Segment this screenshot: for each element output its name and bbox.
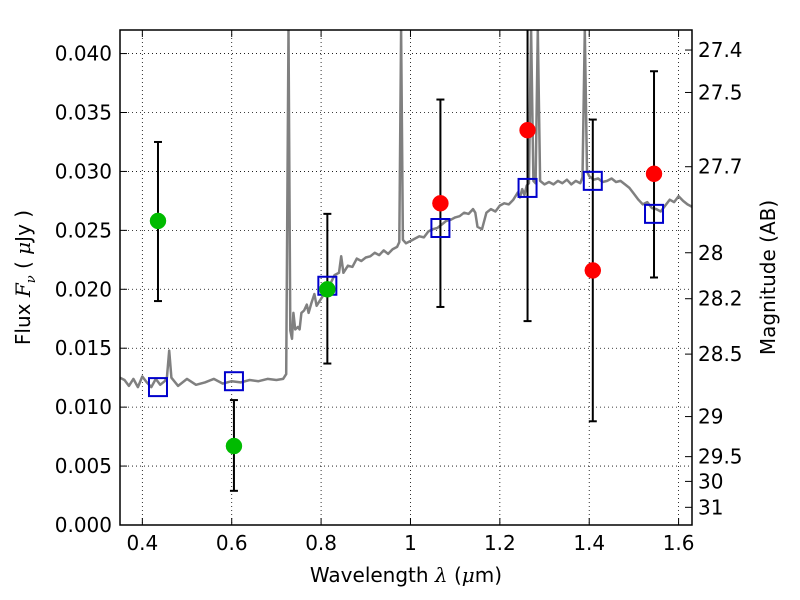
x-tick-label: 1.6 xyxy=(663,531,695,555)
y-tick-label: 0.000 xyxy=(55,513,112,537)
model-square-marker xyxy=(517,177,538,198)
data-point-circle xyxy=(149,212,167,230)
data-point-circle xyxy=(645,165,663,183)
data-point-circle xyxy=(225,437,243,455)
y-tick-label: 0.010 xyxy=(55,395,112,419)
y-tick-label: 0.015 xyxy=(55,336,112,360)
x-tick-label: 0.4 xyxy=(126,531,158,555)
x-tick-label: 1.4 xyxy=(573,531,605,555)
x-tick-label: 1.2 xyxy=(484,531,516,555)
errorbar-layer xyxy=(153,30,659,492)
right-tick-label: 28.2 xyxy=(698,287,743,311)
x-tick-label: 1 xyxy=(404,531,417,555)
right-tick-label: 29.5 xyxy=(698,445,743,469)
marker-layer xyxy=(147,121,665,455)
y-tick-label: 0.040 xyxy=(55,42,112,66)
right-tick-label: 28 xyxy=(698,241,723,265)
data-point-circle xyxy=(519,121,536,139)
model-square-marker xyxy=(644,203,665,224)
spectrum-line xyxy=(120,30,692,389)
right-tick-label: 29 xyxy=(698,405,723,429)
model-square-marker xyxy=(223,371,244,392)
right-tick-label: 30 xyxy=(698,469,723,493)
y-tick-label: 0.025 xyxy=(55,218,112,242)
model-square-marker xyxy=(147,377,168,398)
x-tick-label: 0.6 xyxy=(216,531,248,555)
y-tick-label: 0.035 xyxy=(55,101,112,125)
model-square-marker xyxy=(582,170,603,191)
grid xyxy=(120,30,692,526)
y-axis-right-label: Magnitude (AB) xyxy=(756,200,780,355)
right-tick-label: 27.5 xyxy=(698,80,743,104)
right-tick-label: 27.7 xyxy=(698,155,743,179)
right-tick-label: 31 xyxy=(698,495,723,519)
y-axis-label: Flux Fν ( μJy ) xyxy=(11,210,39,345)
model-square-marker xyxy=(430,218,451,238)
y-tick-label: 0.020 xyxy=(55,277,112,301)
data-point-circle xyxy=(432,195,449,212)
spectrum-layer xyxy=(120,30,692,389)
plot-frame xyxy=(119,29,693,526)
y-tick-label: 0.030 xyxy=(55,159,112,183)
data-point-circle xyxy=(319,281,336,298)
y-tick-label: 0.005 xyxy=(55,454,112,478)
x-tick-label: 0.8 xyxy=(305,531,337,555)
tick-layer: 0.4 0.6 0.8 1 1.2 1.4 1.6 0.000 0.005 0.010 0.015 0… xyxy=(55,30,743,555)
right-tick-label: 28.5 xyxy=(698,342,743,366)
right-tick-label: 27.4 xyxy=(698,38,743,62)
x-axis-label: Wavelength λ (μm) xyxy=(310,563,502,587)
data-point-circle xyxy=(584,262,602,279)
